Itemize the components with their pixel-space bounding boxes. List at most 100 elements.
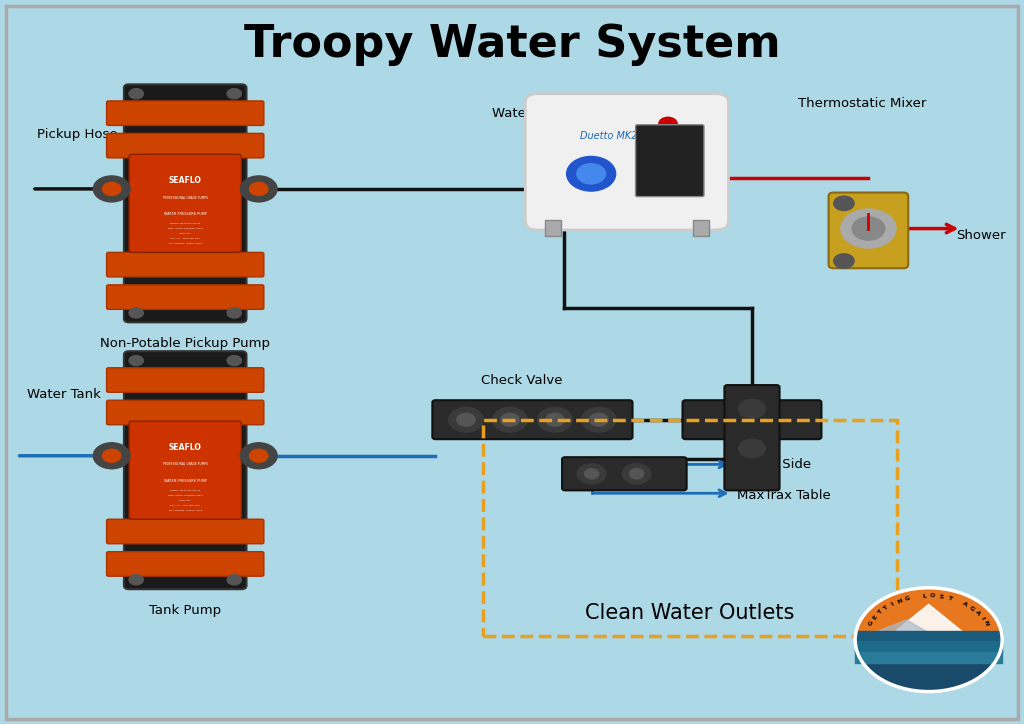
Circle shape — [250, 450, 268, 462]
Text: SEAFLO: SEAFLO — [169, 442, 202, 452]
Text: G: G — [904, 595, 910, 602]
FancyBboxPatch shape — [129, 154, 242, 253]
Circle shape — [250, 182, 268, 195]
FancyBboxPatch shape — [124, 351, 247, 589]
Text: SPEC: 12VDC 4.5L/MIN7, 60PSI: SPEC: 12VDC 4.5L/MIN7, 60PSI — [168, 228, 203, 230]
Circle shape — [623, 463, 651, 484]
FancyBboxPatch shape — [683, 400, 821, 439]
FancyBboxPatch shape — [106, 368, 264, 392]
Text: WATER PRESSURE PUMP: WATER PRESSURE PUMP — [164, 212, 207, 216]
Text: Duetto MK2: Duetto MK2 — [581, 130, 638, 140]
Text: G: G — [868, 620, 874, 627]
Bar — [545, 220, 561, 236]
FancyBboxPatch shape — [124, 84, 247, 322]
Circle shape — [577, 164, 605, 184]
Circle shape — [630, 468, 644, 479]
Circle shape — [538, 408, 572, 432]
Bar — [855, 641, 1002, 652]
Text: SEAFLO: SEAFLO — [169, 176, 202, 185]
Circle shape — [658, 117, 677, 130]
Circle shape — [590, 413, 608, 426]
Circle shape — [129, 355, 143, 366]
FancyBboxPatch shape — [724, 385, 779, 490]
Circle shape — [738, 400, 765, 418]
FancyBboxPatch shape — [636, 125, 703, 197]
Bar — [693, 220, 709, 236]
Circle shape — [227, 355, 242, 366]
Bar — [855, 652, 1002, 663]
FancyBboxPatch shape — [525, 93, 728, 230]
Text: L: L — [923, 594, 927, 599]
Text: Tank Pump: Tank Pump — [150, 604, 221, 617]
Text: Shower: Shower — [956, 230, 1006, 243]
Text: Water Tank: Water Tank — [27, 388, 100, 401]
Polygon shape — [888, 605, 969, 637]
Text: MAX SETTING: 110PSI 7.6BAR: MAX SETTING: 110PSI 7.6BAR — [169, 243, 202, 244]
Text: G: G — [968, 605, 975, 612]
FancyBboxPatch shape — [129, 421, 242, 519]
Text: Driver Side: Driver Side — [736, 458, 811, 471]
Text: FUSE: 15A: FUSE: 15A — [179, 233, 190, 235]
Text: AMP: 7.5    MAX.AMP: 8.5A: AMP: 7.5 MAX.AMP: 8.5A — [170, 505, 201, 506]
Text: Troopy Water System: Troopy Water System — [244, 23, 780, 66]
Text: T: T — [883, 605, 889, 612]
Polygon shape — [862, 620, 936, 637]
Circle shape — [449, 408, 483, 432]
Circle shape — [102, 182, 121, 195]
Text: N: N — [896, 598, 903, 605]
Text: Check Valve: Check Valve — [481, 374, 563, 387]
FancyBboxPatch shape — [106, 285, 264, 309]
Text: T: T — [947, 596, 952, 602]
Text: A: A — [974, 610, 981, 616]
FancyBboxPatch shape — [562, 457, 687, 490]
Circle shape — [241, 443, 278, 468]
Text: A: A — [962, 601, 969, 608]
Text: WATER PRESSURE PUMP: WATER PRESSURE PUMP — [164, 479, 207, 483]
Text: I: I — [979, 615, 985, 620]
Circle shape — [227, 308, 242, 318]
Bar — [855, 631, 1002, 642]
Circle shape — [578, 463, 606, 484]
Text: Water Heater: Water Heater — [492, 106, 581, 119]
Circle shape — [129, 575, 143, 585]
Circle shape — [93, 443, 130, 468]
Circle shape — [834, 254, 854, 268]
Circle shape — [129, 88, 143, 98]
FancyBboxPatch shape — [106, 400, 264, 425]
FancyBboxPatch shape — [828, 193, 908, 268]
Text: Clean Water Outlets: Clean Water Outlets — [585, 603, 795, 623]
Text: AMP: 7.5    MAX.AMP: 8.5A: AMP: 7.5 MAX.AMP: 8.5A — [170, 238, 201, 239]
Text: Pickup Hose: Pickup Hose — [37, 128, 118, 141]
Circle shape — [227, 88, 242, 98]
Text: Thermostatic Mixer: Thermostatic Mixer — [798, 97, 927, 110]
Wedge shape — [855, 588, 1002, 640]
Text: I: I — [890, 602, 895, 607]
Text: MODEL: SPFP1-G11-FR5-21: MODEL: SPFP1-G11-FR5-21 — [170, 490, 201, 491]
Circle shape — [841, 209, 896, 248]
Text: S: S — [939, 594, 944, 600]
Circle shape — [585, 468, 599, 479]
Text: MODEL: SPFP1-G11-FR5-21: MODEL: SPFP1-G11-FR5-21 — [170, 223, 201, 224]
Text: MaxTrax Table: MaxTrax Table — [736, 489, 830, 502]
Circle shape — [457, 413, 475, 426]
Circle shape — [738, 439, 765, 458]
Text: FUSE: 15A: FUSE: 15A — [179, 500, 190, 501]
FancyBboxPatch shape — [106, 101, 264, 125]
Circle shape — [546, 413, 564, 426]
FancyBboxPatch shape — [106, 253, 264, 277]
Text: E: E — [872, 615, 879, 621]
Circle shape — [582, 408, 616, 432]
Text: Non-Potable Pickup Pump: Non-Potable Pickup Pump — [100, 337, 270, 350]
Circle shape — [566, 156, 615, 191]
Circle shape — [102, 450, 121, 462]
Text: O: O — [930, 594, 936, 599]
FancyBboxPatch shape — [106, 552, 264, 576]
Circle shape — [227, 575, 242, 585]
Text: SPEC: 12VDC 4.5L/MIN7, 60PSI: SPEC: 12VDC 4.5L/MIN7, 60PSI — [168, 494, 203, 496]
Text: T: T — [877, 610, 884, 616]
FancyBboxPatch shape — [432, 400, 633, 439]
Circle shape — [493, 408, 527, 432]
FancyBboxPatch shape — [106, 519, 264, 544]
Text: PROFESSIONAL GRADE PUMPS: PROFESSIONAL GRADE PUMPS — [163, 463, 208, 466]
Circle shape — [855, 588, 1002, 691]
